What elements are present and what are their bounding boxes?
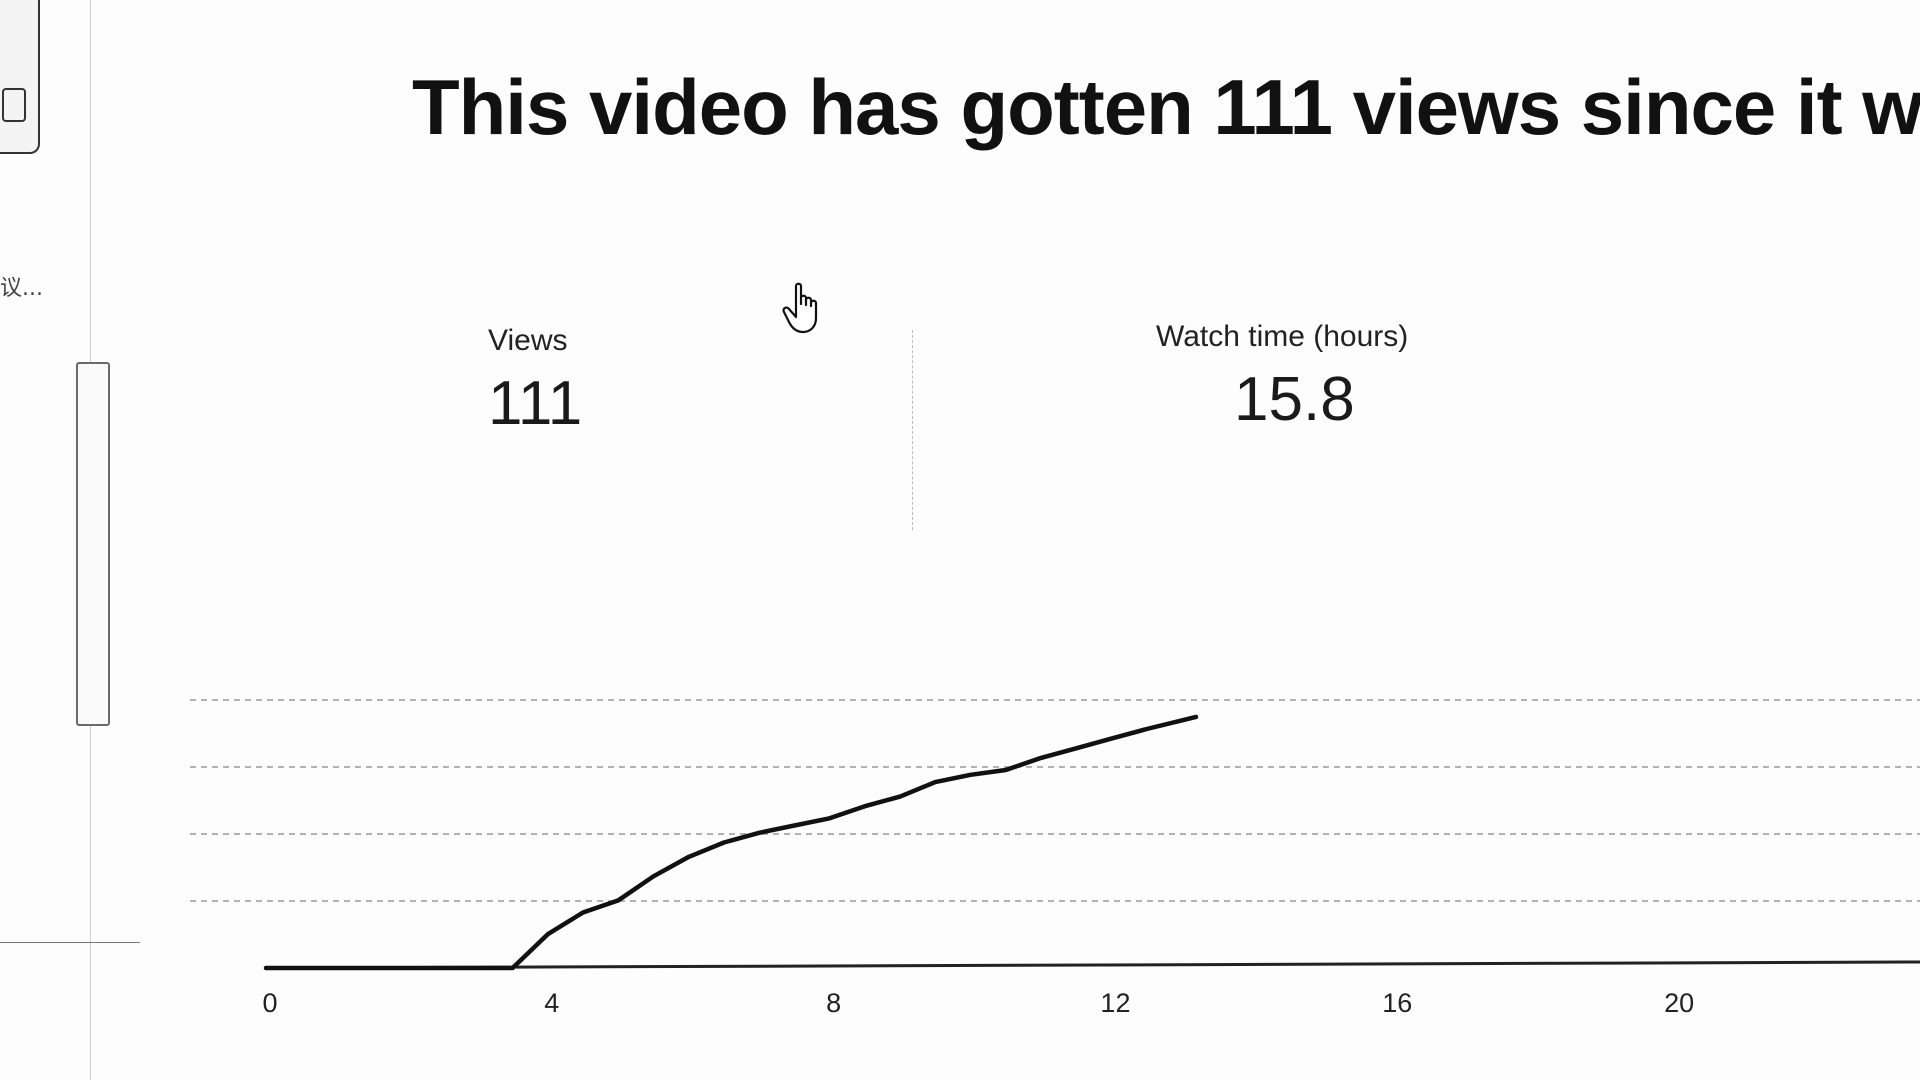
series-point <box>757 830 762 835</box>
series-point <box>404 966 409 970</box>
series-point <box>1003 768 1008 773</box>
sidebar-item-label[interactable]: 议... <box>0 276 43 301</box>
views-value: 111 <box>488 369 583 438</box>
series-point <box>651 874 656 879</box>
metric-divider <box>912 330 913 530</box>
watch-time-metric-card[interactable]: Watch time (hours) 15.8 <box>1156 320 1408 435</box>
x-tick-label: 8 <box>826 988 841 1018</box>
series-point <box>264 966 268 970</box>
divider <box>0 942 140 943</box>
series-point <box>1074 746 1079 751</box>
watch-time-value: 15.8 <box>1234 365 1355 434</box>
series-point <box>510 966 515 970</box>
series-point <box>581 910 586 915</box>
series-point <box>933 780 938 785</box>
series-point <box>1144 726 1149 731</box>
watch-time-label: Watch time (hours) <box>1156 320 1409 353</box>
video-thumbnail[interactable] <box>0 0 40 154</box>
x-axis-line <box>265 960 1920 970</box>
series-point <box>475 966 480 970</box>
series-point <box>545 932 550 937</box>
views-metric-card[interactable]: Views 111 <box>488 324 582 439</box>
views-series-line[interactable] <box>263 714 1199 971</box>
series-point <box>334 966 339 970</box>
page-title: This video has gotten 111 views since it… <box>412 63 1920 151</box>
x-tick-label: 20 <box>1664 988 1694 1018</box>
left-sidebar: 议... <box>0 0 140 1080</box>
series-point <box>1194 714 1199 719</box>
series-point <box>616 898 621 903</box>
x-tick-label: 12 <box>1100 988 1130 1018</box>
hand-pointer-icon <box>782 282 822 334</box>
series-point <box>792 823 797 828</box>
x-tick-label: 16 <box>1382 988 1412 1018</box>
scrollbar[interactable] <box>76 362 110 726</box>
series-point <box>968 772 973 777</box>
lock-icon <box>2 88 26 122</box>
x-tick-label: 0 <box>262 988 277 1018</box>
series-point <box>898 794 903 799</box>
views-label: Views <box>488 324 568 357</box>
series-point <box>862 804 867 809</box>
series-point <box>827 816 832 821</box>
x-tick-label: 4 <box>544 988 559 1018</box>
series-point <box>721 840 726 845</box>
series-point <box>1109 736 1114 741</box>
series-point <box>686 854 691 859</box>
series-point <box>1039 755 1044 760</box>
